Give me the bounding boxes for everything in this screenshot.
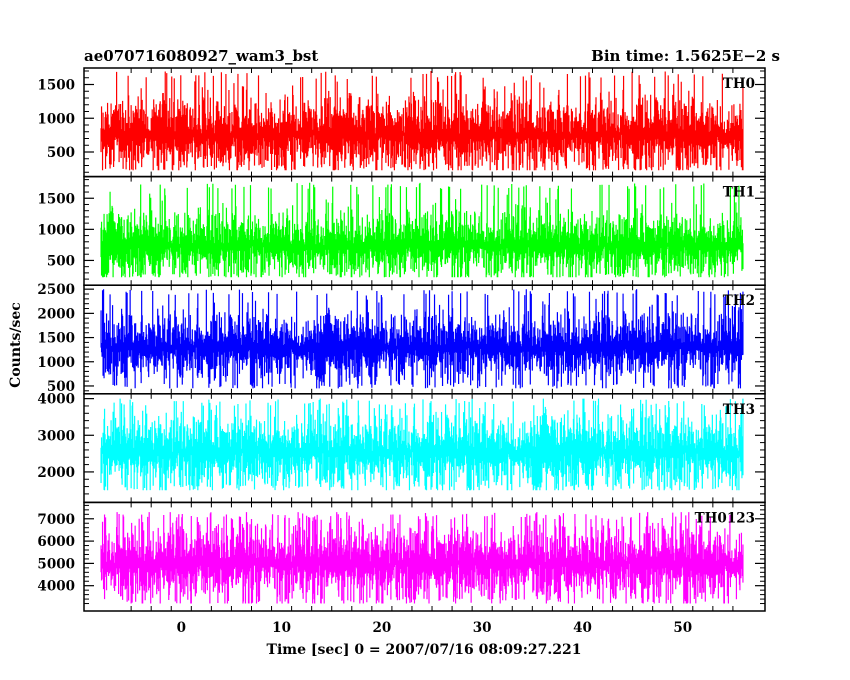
y-tick-label: 2000 [37, 465, 75, 481]
x-axis-label: Time [sec] 0 = 2007/07/16 08:09:27.221 [267, 642, 582, 658]
y-tick-label: 1000 [37, 355, 75, 371]
series-trace-th2 [100, 289, 744, 389]
panel-label-th0123: TH0123 [695, 510, 755, 526]
y-tick-label: 7000 [37, 512, 75, 528]
x-tick-label: 40 [573, 620, 592, 636]
series-trace-th0 [100, 71, 744, 171]
chart-title-right: Bin time: 1.5625E−2 s [591, 47, 780, 65]
panel-label-th0: TH0 [723, 76, 755, 92]
y-tick-label: 5000 [37, 556, 75, 572]
y-tick-label: 500 [47, 253, 75, 269]
x-tick-label: 10 [272, 620, 291, 636]
y-tick-label: 2500 [37, 282, 75, 298]
y-tick-label: 6000 [37, 534, 75, 550]
y-tick-label: 500 [47, 145, 75, 161]
panel-label-th3: TH3 [723, 402, 755, 418]
chart-title-left: ae070716080927_wam3_bst [84, 47, 318, 65]
y-tick-label: 500 [47, 379, 75, 395]
y-tick-label: 1000 [37, 111, 75, 127]
y-tick-label: 2000 [37, 306, 75, 322]
panel-label-th1: TH1 [723, 185, 755, 201]
y-tick-label: 1500 [37, 78, 75, 94]
series-trace-th1 [100, 182, 744, 278]
panel-th0: 500 1000 1500 TH0 [37, 67, 766, 178]
y-axis-label: Counts/sec [8, 302, 24, 388]
y-tick-label: 1500 [37, 191, 75, 207]
panel-th2: 500 1000 1500 2000 2500 TH2 [37, 282, 766, 395]
x-tick-label: 20 [372, 620, 391, 636]
y-tick-label: 4000 [37, 579, 75, 595]
x-tick-label: 50 [673, 620, 692, 636]
y-tick-label: 3000 [37, 428, 75, 444]
panel-label-th2: TH2 [723, 293, 755, 309]
panel-th1: 500 1000 1500 TH1 [37, 175, 766, 286]
series-trace-th3 [100, 398, 744, 491]
y-tick-label: 4000 [37, 392, 75, 408]
series-trace-th0123 [100, 512, 744, 604]
x-tick-label: 0 [177, 620, 186, 636]
panel-th0123: 4000 5000 6000 7000 TH0123 [37, 501, 766, 612]
panel-th3: 2000 3000 4000 TH3 [37, 392, 766, 504]
y-tick-label: 1500 [37, 331, 75, 347]
panel-frame [83, 501, 766, 612]
y-tick-label: 1000 [37, 222, 75, 238]
x-tick-label: 30 [473, 620, 492, 636]
